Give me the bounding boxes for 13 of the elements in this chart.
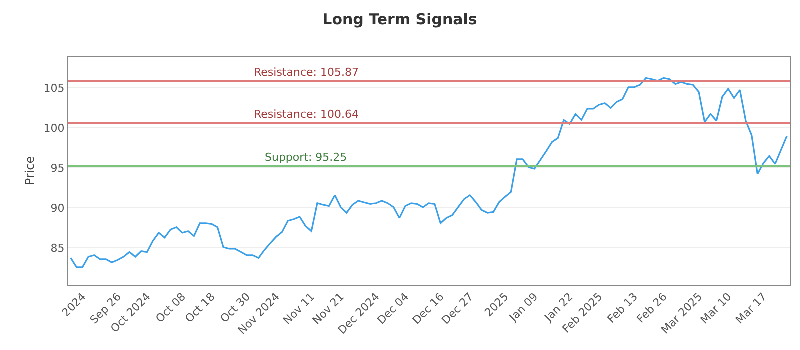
line-series (70, 77, 788, 268)
y-axis-title: Price (23, 156, 37, 186)
chart-title: Long Term Signals (322, 10, 478, 28)
ref-line-label: Support: 95.25 (265, 151, 348, 164)
y-tick-label: 90 (50, 202, 65, 216)
x-tick-label: Mar 17 (733, 290, 770, 327)
ref-line-label: Resistance: 105.87 (254, 66, 359, 79)
y-tick-label: 105 (44, 82, 65, 96)
y-tick-label: 85 (50, 242, 65, 256)
x-tick-label: Jan 09 (506, 290, 541, 325)
y-tick-label: 95 (50, 162, 65, 176)
ref-line-label: Resistance: 100.64 (254, 108, 359, 121)
y-tick-label: 100 (44, 122, 65, 136)
